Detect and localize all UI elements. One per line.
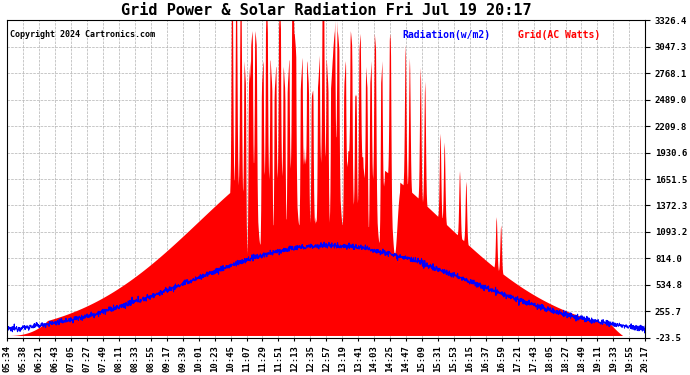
Text: Grid(AC Watts): Grid(AC Watts)	[518, 30, 600, 40]
Text: Copyright 2024 Cartronics.com: Copyright 2024 Cartronics.com	[10, 30, 155, 39]
Title: Grid Power & Solar Radiation Fri Jul 19 20:17: Grid Power & Solar Radiation Fri Jul 19 …	[121, 3, 531, 18]
Text: Radiation(w/m2): Radiation(w/m2)	[403, 30, 491, 40]
